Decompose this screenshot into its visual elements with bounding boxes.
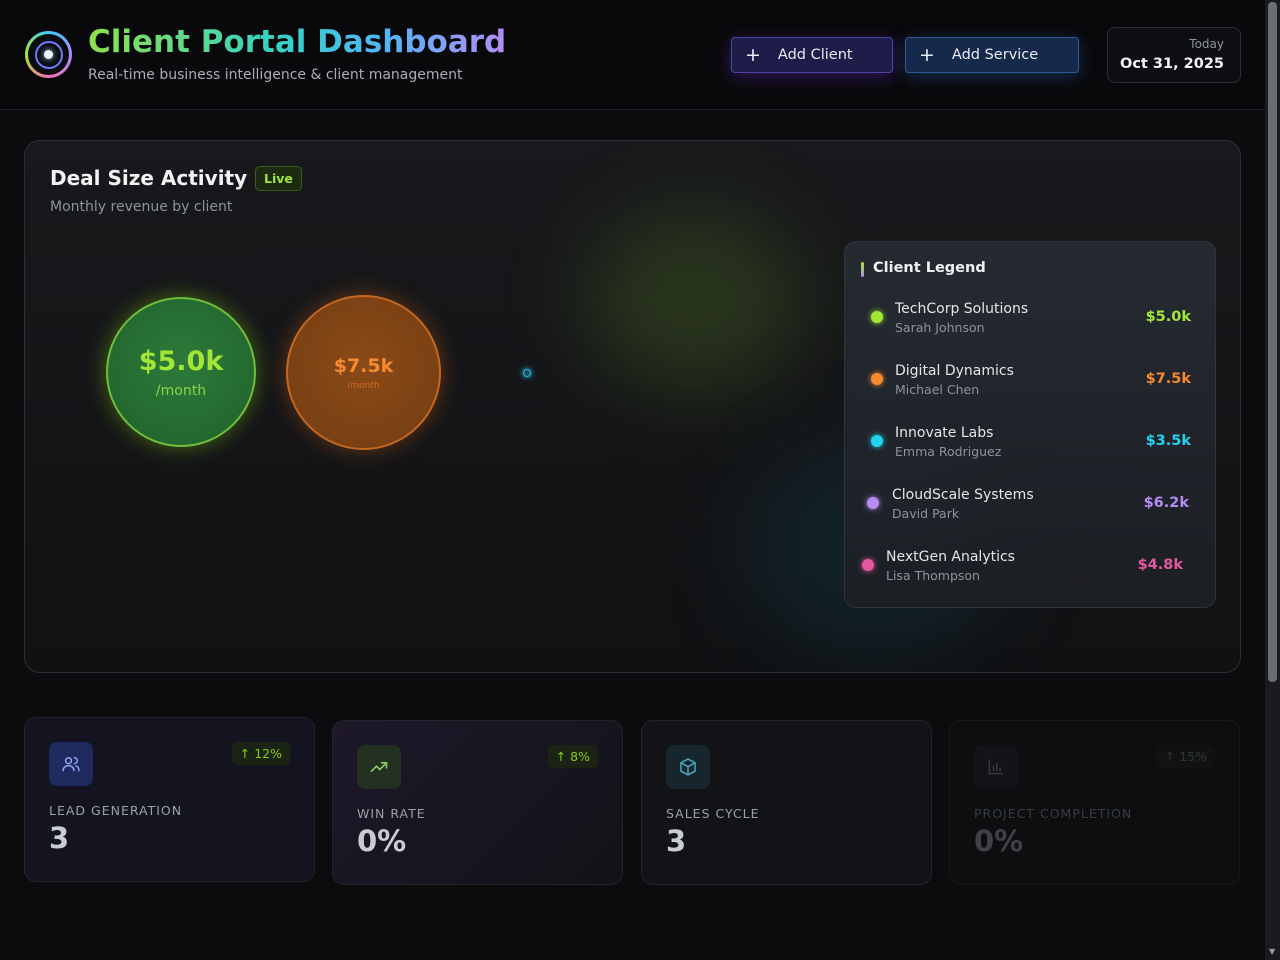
add-service-button[interactable]: + Add Service	[905, 37, 1079, 73]
bar-chart-icon	[974, 745, 1018, 789]
legend-value: $4.8k	[1137, 557, 1183, 573]
legend-item-nextgen[interactable]: NextGen Analytics Lisa Thompson $4.8k	[862, 549, 1183, 589]
stat-card-sales-cycle[interactable]: SALES CYCLE 3	[641, 720, 932, 885]
bubble-period: /month	[155, 382, 207, 399]
deal-size-panel: Deal Size Activity Live Monthly revenue …	[24, 140, 1241, 673]
stat-label: PROJECT COMPLETION	[974, 806, 1133, 821]
legend-item-innovate-labs[interactable]: Innovate Labs Emma Rodriguez $3.5k	[871, 425, 1191, 465]
legend-value: $6.2k	[1143, 495, 1189, 511]
stat-card-lead-generation[interactable]: ↑ 12% LEAD GENERATION 3	[24, 717, 315, 882]
deal-bubble-techcorp[interactable]: $5.0k /month	[106, 297, 256, 447]
stat-value: 0%	[974, 824, 1024, 858]
users-icon	[49, 742, 93, 786]
legend-contact-name: Michael Chen	[895, 382, 980, 397]
trending-up-icon	[357, 745, 401, 789]
today-date: Oct 31, 2025	[1120, 56, 1224, 72]
trend-badge: ↑ 12%	[231, 742, 290, 765]
client-legend: Client Legend TechCorp Solutions Sarah J…	[844, 241, 1216, 608]
legend-value: $3.5k	[1145, 433, 1191, 449]
legend-client-name: Innovate Labs	[895, 425, 994, 441]
legend-item-cloudscale[interactable]: CloudScale Systems David Park $6.2k	[867, 487, 1189, 527]
legend-client-name: CloudScale Systems	[892, 487, 1034, 503]
legend-item-digital-dynamics[interactable]: Digital Dynamics Michael Chen $7.5k	[871, 363, 1191, 403]
legend-value: $5.0k	[1145, 309, 1191, 325]
panel-subtitle: Monthly revenue by client	[50, 199, 233, 215]
legend-client-name: Digital Dynamics	[895, 363, 1014, 379]
status-dot-icon	[862, 559, 874, 571]
add-client-button[interactable]: + Add Client	[731, 37, 893, 73]
logo-icon	[25, 31, 72, 78]
page-scrollbar[interactable]: ▼	[1265, 0, 1280, 960]
stat-value: 0%	[357, 824, 407, 858]
legend-item-techcorp[interactable]: TechCorp Solutions Sarah Johnson $5.0k	[871, 301, 1191, 341]
stat-label: SALES CYCLE	[666, 806, 760, 821]
add-service-label: Add Service	[951, 47, 1039, 63]
legend-contact-name: Emma Rodriguez	[895, 444, 1002, 459]
bubble-period: /month	[347, 380, 380, 391]
legend-contact-name: Sarah Johnson	[895, 320, 985, 335]
stat-label: WIN RATE	[357, 806, 426, 821]
bubble-value: $5.0k	[138, 345, 224, 377]
deal-bubble-digital-dynamics[interactable]: $7.5k /month	[286, 295, 441, 450]
stat-label: LEAD GENERATION	[49, 803, 183, 818]
legend-client-name: NextGen Analytics	[886, 549, 1015, 565]
legend-contact-name: David Park	[892, 506, 960, 521]
legend-contact-name: Lisa Thompson	[886, 568, 980, 583]
plus-icon: +	[745, 44, 761, 66]
stat-card-win-rate[interactable]: ↑ 8% WIN RATE 0%	[332, 720, 623, 885]
page-subtitle: Real-time business intelligence & client…	[88, 67, 463, 83]
today-label: Today	[1189, 37, 1224, 51]
status-dot-icon	[871, 311, 883, 323]
today-date-box: Today Oct 31, 2025	[1107, 27, 1241, 83]
legend-title: Client Legend	[873, 260, 986, 276]
status-dot-icon	[867, 497, 879, 509]
status-dot-icon	[871, 373, 883, 385]
trend-badge: ↑ 15%	[1156, 745, 1215, 768]
plus-icon: +	[919, 44, 935, 66]
trend-badge: ↑ 8%	[547, 745, 598, 768]
page-title: Client Portal Dashboard	[88, 24, 507, 60]
scrollbar-thumb[interactable]	[1268, 2, 1277, 682]
stat-card-project-completion[interactable]: ↑ 15% PROJECT COMPLETION 0%	[949, 720, 1240, 885]
panel-title: Deal Size Activity	[50, 166, 248, 190]
package-icon	[666, 745, 710, 789]
add-client-label: Add Client	[777, 47, 853, 63]
deal-bubble-innovate-labs[interactable]	[523, 369, 531, 377]
legend-value: $7.5k	[1145, 371, 1191, 387]
stat-value: 3	[49, 821, 70, 855]
header: Client Portal Dashboard Real-time busine…	[0, 0, 1265, 110]
stat-value: 3	[666, 824, 687, 858]
bubble-value: $7.5k	[333, 354, 394, 377]
scroll-down-arrow-icon[interactable]: ▼	[1269, 947, 1276, 956]
legend-client-name: TechCorp Solutions	[895, 301, 1029, 317]
status-dot-icon	[871, 435, 883, 447]
live-badge: Live	[255, 166, 302, 191]
